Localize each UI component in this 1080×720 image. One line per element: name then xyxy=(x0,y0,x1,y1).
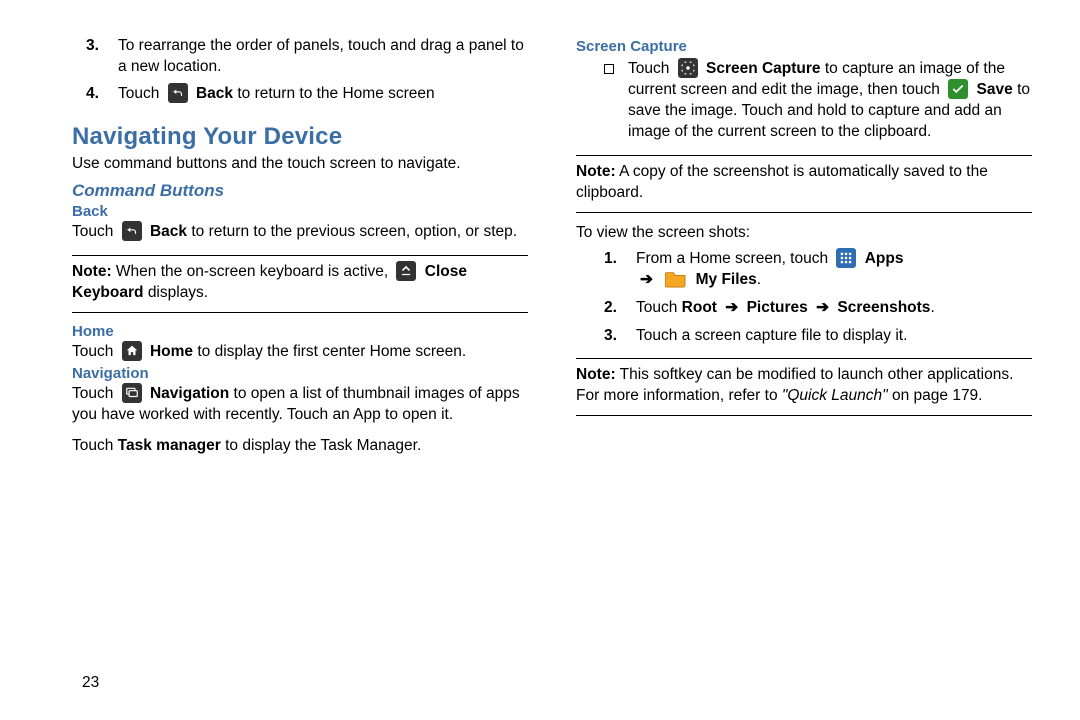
right-column: Screen Capture Touch Screen Capture to c… xyxy=(576,36,1032,708)
list-text: To rearrange the order of panels, touch … xyxy=(118,36,528,78)
arrow-icon: ➔ xyxy=(816,299,829,316)
section-heading: Navigating Your Device xyxy=(72,123,528,151)
manual-page: 3. To rearrange the order of panels, tou… xyxy=(0,0,1080,720)
divider xyxy=(576,212,1032,213)
body-text: Touch Home to display the first center H… xyxy=(72,342,528,363)
list-number: 3. xyxy=(86,36,104,78)
divider xyxy=(576,155,1032,156)
body-text: Touch Task manager to display the Task M… xyxy=(72,436,528,457)
body-text: Touch Back to return to the previous scr… xyxy=(72,222,528,243)
list-item: 1. From a Home screen, touch Apps ➔ xyxy=(576,248,1032,291)
back-icon xyxy=(122,221,142,241)
list-number: 3. xyxy=(604,325,622,347)
topic-heading-screen-capture: Screen Capture xyxy=(576,38,1032,55)
note-text: Note: A copy of the screenshot is automa… xyxy=(576,162,1032,204)
section-intro: Use command buttons and the touch screen… xyxy=(72,155,528,173)
list-text: Touch Root ➔ Pictures ➔ Screenshots. xyxy=(636,297,935,319)
navigation-icon xyxy=(122,383,142,403)
topic-heading-home: Home xyxy=(72,323,528,340)
list-text: Touch a screen capture file to display i… xyxy=(636,325,907,347)
note-text: Note: When the on-screen keyboard is act… xyxy=(72,262,528,304)
divider xyxy=(576,415,1032,416)
arrow-icon: ➔ xyxy=(725,299,738,316)
bullet-item: Touch Screen Capture to capture an image… xyxy=(604,59,1032,143)
list-number: 1. xyxy=(604,248,622,291)
home-icon xyxy=(122,341,142,361)
list-item: 3. To rearrange the order of panels, tou… xyxy=(72,36,528,78)
list-item: 2. Touch Root ➔ Pictures ➔ Screenshots. xyxy=(576,297,1032,319)
list-number: 4. xyxy=(86,84,104,105)
folder-icon xyxy=(665,270,687,288)
back-icon xyxy=(168,83,188,103)
close-keyboard-icon xyxy=(396,261,416,281)
note-text: Note: This softkey can be modified to la… xyxy=(576,365,1032,407)
body-text: To view the screen shots: xyxy=(576,223,1032,244)
page-number: 23 xyxy=(82,674,99,692)
divider xyxy=(72,312,528,313)
check-icon xyxy=(948,79,968,99)
bullet-marker-icon xyxy=(604,64,614,74)
list-text: Touch Back to return to the Home screen xyxy=(118,84,435,105)
body-text: Touch Navigation to open a list of thumb… xyxy=(72,384,528,426)
subsection-heading: Command Buttons xyxy=(72,181,528,201)
list-item: 3. Touch a screen capture file to displa… xyxy=(576,325,1032,347)
ordered-list: 1. From a Home screen, touch Apps ➔ xyxy=(576,248,1032,347)
bullet-text: Touch Screen Capture to capture an image… xyxy=(628,59,1032,143)
list-item: 4. Touch Back to return to the Home scre… xyxy=(72,84,528,105)
topic-heading-navigation: Navigation xyxy=(72,365,528,382)
topic-heading-back: Back xyxy=(72,203,528,220)
divider xyxy=(576,358,1032,359)
screen-capture-icon xyxy=(678,58,698,78)
apps-icon xyxy=(836,248,856,268)
divider xyxy=(72,255,528,256)
arrow-icon: ➔ xyxy=(640,271,653,288)
left-column: 3. To rearrange the order of panels, tou… xyxy=(72,36,528,708)
list-text: From a Home screen, touch Apps ➔ My File… xyxy=(636,248,903,291)
list-number: 2. xyxy=(604,297,622,319)
continued-ordered-list: 3. To rearrange the order of panels, tou… xyxy=(72,36,528,105)
